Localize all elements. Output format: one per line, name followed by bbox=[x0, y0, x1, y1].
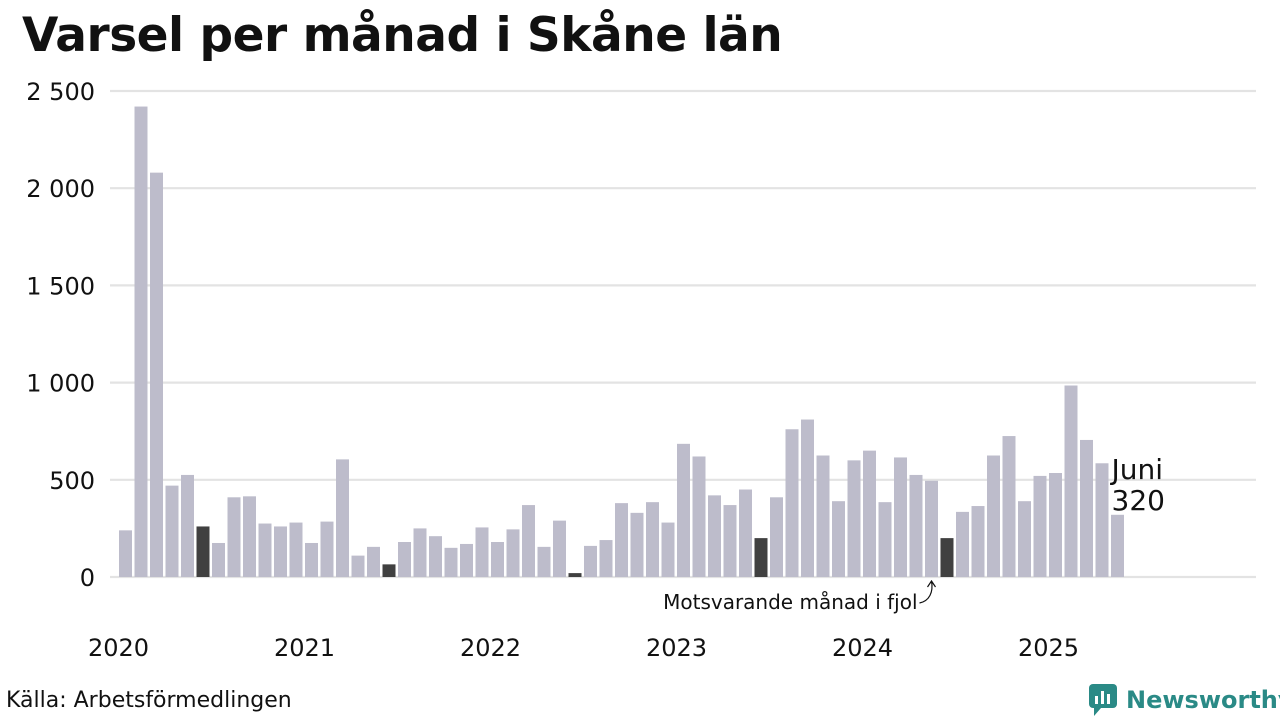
bar-2022-02 bbox=[506, 529, 520, 577]
bar-2023-09 bbox=[801, 419, 814, 577]
bar-2021-05 bbox=[367, 546, 380, 577]
bar-2020-12 bbox=[289, 522, 303, 577]
bar-2023-08 bbox=[785, 429, 799, 577]
bar-2020-08 bbox=[227, 497, 241, 577]
newsworthy-logo-icon bbox=[1089, 684, 1117, 716]
bar-2022-04 bbox=[537, 546, 551, 577]
bar-2022-03 bbox=[522, 505, 535, 577]
bar-2025-01 bbox=[1049, 472, 1062, 577]
brand-logo: Newsworthy bbox=[1088, 682, 1280, 718]
bar-2023-03 bbox=[708, 495, 721, 577]
x-tick-label: 2021 bbox=[274, 634, 335, 662]
bar-2021-08 bbox=[413, 528, 427, 577]
bar-2022-01 bbox=[491, 542, 504, 577]
bar-2020-11 bbox=[274, 526, 287, 577]
bar-2023-04 bbox=[723, 505, 737, 577]
bar-2022-11 bbox=[646, 502, 659, 577]
bar-2022-06 bbox=[568, 573, 582, 577]
y-tick-label: 2 500 bbox=[26, 78, 95, 106]
bar-2021-09 bbox=[429, 536, 442, 577]
bar-2021-11 bbox=[460, 543, 473, 577]
bar-2024-10 bbox=[1002, 436, 1016, 577]
x-tick-label: 2024 bbox=[832, 634, 893, 662]
x-tick-label: 2023 bbox=[646, 634, 707, 662]
annotation-arrow bbox=[919, 579, 936, 604]
bar-2023-06 bbox=[754, 538, 768, 577]
bar-2023-01 bbox=[677, 443, 690, 577]
y-axis-ticks: 0 500 1 000 1 500 2 000 2 500 bbox=[26, 78, 95, 592]
bar-2024-04 bbox=[909, 474, 923, 577]
x-tick-label: 2020 bbox=[88, 634, 149, 662]
chart-title: Varsel per månad i Skåne län bbox=[22, 8, 783, 63]
bar-2025-02 bbox=[1064, 385, 1078, 577]
x-axis-ticks: 2020 2021 2022 2023 2024 2025 bbox=[88, 634, 1079, 662]
bar-2022-07 bbox=[584, 545, 597, 577]
bar-2020-09 bbox=[243, 496, 256, 577]
bar-2020-04 bbox=[165, 485, 179, 577]
bar-2020-03 bbox=[150, 172, 163, 577]
bar-2024-01 bbox=[863, 450, 876, 577]
bar-2023-11 bbox=[832, 501, 845, 577]
y-tick-label: 1 000 bbox=[26, 370, 95, 398]
bar-2021-02 bbox=[320, 521, 334, 577]
y-tick-label: 2 000 bbox=[26, 175, 95, 203]
bar-2021-04 bbox=[351, 555, 365, 577]
bar-2023-12 bbox=[847, 460, 861, 577]
bar-2021-07 bbox=[398, 542, 411, 577]
bar-2025-05 bbox=[1111, 514, 1124, 577]
bar-2022-05 bbox=[553, 520, 566, 577]
bar-2021-03 bbox=[336, 459, 349, 577]
current-month-label: Juni bbox=[1110, 453, 1164, 486]
bar-2024-05 bbox=[925, 480, 938, 577]
y-tick-label: 0 bbox=[80, 564, 95, 592]
brand-name: Newsworthy bbox=[1126, 686, 1280, 714]
bar-2023-05 bbox=[739, 489, 752, 577]
source-note: Källa: Arbetsförmedlingen bbox=[6, 688, 292, 713]
bar-2024-12 bbox=[1033, 475, 1047, 577]
bar-2023-10 bbox=[816, 455, 830, 577]
bar-2020-01 bbox=[119, 530, 132, 577]
bar-2020-05 bbox=[181, 474, 194, 577]
bar-2025-03 bbox=[1080, 439, 1093, 577]
bar-2024-03 bbox=[894, 457, 907, 577]
bar-2024-02 bbox=[878, 502, 892, 577]
y-tick-label: 1 500 bbox=[26, 272, 95, 300]
bar-2022-12 bbox=[661, 522, 675, 577]
annotations: Motsvarande månad i fjol Juni 320 bbox=[663, 453, 1165, 614]
y-tick-label: 500 bbox=[49, 467, 95, 495]
bar-2022-10 bbox=[630, 512, 644, 577]
bars bbox=[119, 106, 1124, 577]
x-tick-label: 2025 bbox=[1018, 634, 1079, 662]
bar-2023-07 bbox=[770, 497, 783, 577]
current-month-value: 320 bbox=[1112, 484, 1165, 517]
bar-2021-10 bbox=[444, 547, 458, 577]
bar-2020-06 bbox=[196, 526, 210, 577]
bar-2023-02 bbox=[692, 456, 706, 577]
bar-2021-06 bbox=[382, 564, 396, 577]
annotation-text: Motsvarande månad i fjol bbox=[663, 590, 917, 614]
bar-2024-11 bbox=[1018, 501, 1031, 577]
bar-2024-09 bbox=[987, 455, 1000, 577]
bar-2022-09 bbox=[615, 503, 628, 577]
bar-2025-04 bbox=[1095, 463, 1109, 577]
bar-2024-08 bbox=[971, 506, 985, 577]
bar-2020-02 bbox=[134, 106, 148, 577]
bar-2020-07 bbox=[212, 542, 225, 577]
bar-2024-06 bbox=[940, 538, 954, 577]
x-tick-label: 2022 bbox=[460, 634, 521, 662]
bar-2024-07 bbox=[956, 511, 969, 577]
bar-2020-10 bbox=[258, 523, 272, 577]
bar-2021-01 bbox=[305, 542, 318, 577]
bar-2022-08 bbox=[599, 540, 613, 577]
bar-2021-12 bbox=[475, 527, 489, 577]
